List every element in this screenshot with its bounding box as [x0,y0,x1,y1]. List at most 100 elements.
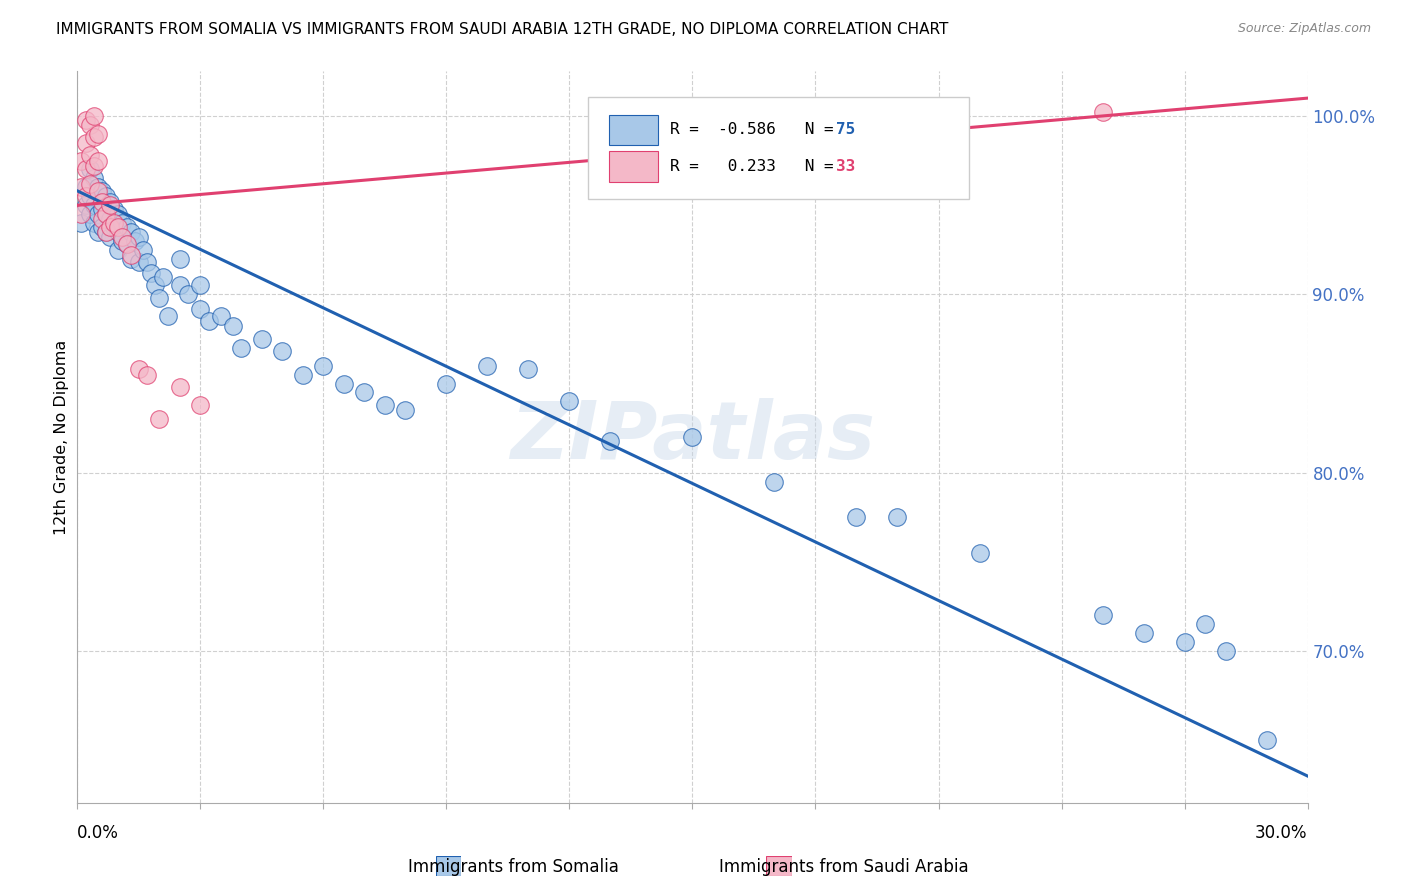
Point [103,202,125,216]
Point [79,118,101,132]
Point [70,180,93,194]
Point [115,237,138,252]
Point [231,341,253,355]
Point [209,309,232,323]
Point [87,184,110,198]
Point [107,243,129,257]
Point [111,230,134,244]
Point [394,403,416,417]
Point [98,198,121,212]
Point [70,153,93,168]
Point [79,207,101,221]
Point [75,136,97,150]
Point [477,359,499,373]
Text: Immigrants from Saudi Arabia: Immigrants from Saudi Arabia [718,858,969,876]
Point [70,216,93,230]
Point [886,510,908,524]
Point [90,219,114,234]
Point [111,216,134,230]
Point [120,252,142,266]
Point [132,243,155,257]
Y-axis label: 12th Grade, No Diploma: 12th Grade, No Diploma [53,340,69,534]
Point [115,219,138,234]
Text: Immigrants from Somalia: Immigrants from Somalia [408,858,619,876]
Point [128,255,150,269]
Point [156,309,179,323]
Point [98,219,121,234]
Point [107,207,129,221]
Point [169,380,191,394]
Point [94,225,117,239]
Text: 30.0%: 30.0% [1256,824,1308,842]
Point [188,301,212,316]
Point [169,278,191,293]
FancyBboxPatch shape [609,151,658,182]
Text: 75: 75 [837,122,856,137]
Point [103,216,125,230]
Point [98,230,121,244]
Text: ZIPatlas: ZIPatlas [510,398,875,476]
Point [94,189,117,203]
Point [90,202,114,216]
Point [353,385,375,400]
Point [312,359,335,373]
Point [188,278,212,293]
Point [83,109,105,123]
Point [87,127,110,141]
Point [291,368,314,382]
Point [83,159,105,173]
Point [94,207,117,221]
Point [1132,626,1154,640]
Text: Source: ZipAtlas.com: Source: ZipAtlas.com [1237,22,1371,36]
Point [79,148,101,162]
Point [141,266,163,280]
Point [136,368,159,382]
Point [128,230,150,244]
Text: R =  -0.586   N =: R = -0.586 N = [671,122,844,137]
Point [682,430,704,444]
Point [763,475,786,489]
Point [87,225,110,239]
Point [120,225,142,239]
Point [197,314,219,328]
Point [250,332,273,346]
Point [1215,644,1237,658]
Point [124,234,146,248]
Point [374,398,396,412]
Text: R =   0.233   N =: R = 0.233 N = [671,159,844,174]
Point [1256,733,1278,747]
Text: 33: 33 [837,159,856,174]
Point [107,225,129,239]
Point [75,162,97,177]
Text: 0.0%: 0.0% [77,824,120,842]
Point [94,207,117,221]
Point [136,255,159,269]
Point [120,248,142,262]
Point [75,112,97,127]
Point [103,219,125,234]
FancyBboxPatch shape [609,114,658,145]
Point [1174,635,1197,649]
Point [87,207,110,221]
Point [79,177,101,191]
Point [333,376,356,391]
Point [558,394,581,409]
Point [107,219,129,234]
Point [1194,617,1216,632]
Point [517,362,540,376]
Point [1091,105,1114,120]
Point [87,180,110,194]
Point [128,362,150,376]
Text: IMMIGRANTS FROM SOMALIA VS IMMIGRANTS FROM SAUDI ARABIA 12TH GRADE, NO DIPLOMA C: IMMIGRANTS FROM SOMALIA VS IMMIGRANTS FR… [56,22,949,37]
Point [271,344,294,359]
Point [177,287,200,301]
Point [75,189,97,203]
Point [79,162,101,177]
Point [1091,608,1114,623]
Point [98,212,121,227]
Point [169,252,191,266]
FancyBboxPatch shape [588,97,969,200]
Point [70,207,93,221]
Point [969,546,991,560]
Point [111,234,134,248]
